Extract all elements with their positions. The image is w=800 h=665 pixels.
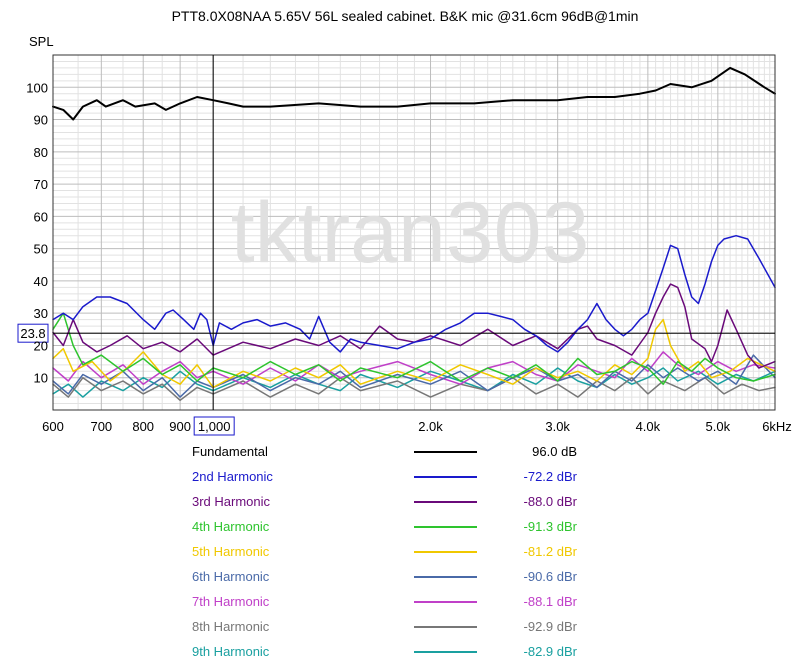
x-tick-label: 2.0k xyxy=(418,419,443,434)
y-tick-label: 30 xyxy=(34,306,48,321)
cursor-x-readout-box xyxy=(193,416,235,436)
x-tick-label: 5.0k xyxy=(706,419,731,434)
x-tick-label: 600 xyxy=(42,419,64,434)
x-tick-label: 6kHz xyxy=(762,419,792,434)
legend-value: -88.1 dBr xyxy=(524,594,578,609)
legend-value: -81.2 dBr xyxy=(524,544,578,559)
series-line-harmonic-5 xyxy=(52,318,776,389)
legend-value: -90.6 dBr xyxy=(524,569,578,584)
legend-label: Fundamental xyxy=(192,444,268,459)
y-tick-label: 40 xyxy=(34,274,48,289)
watermark: tktran303 xyxy=(231,185,590,281)
legend-label: 7th Harmonic xyxy=(192,594,270,609)
x-tick-label: 900 xyxy=(169,419,191,434)
chart-title: PTT8.0X08NAA 5.65V 56L sealed cabinet. B… xyxy=(172,8,639,24)
series-line-harmonic-2 xyxy=(52,234,776,353)
series-line-fundamental xyxy=(52,66,776,121)
legend-label: 2nd Harmonic xyxy=(192,469,273,484)
legend-value: -72.2 dBr xyxy=(524,469,578,484)
legend-label: 8th Harmonic xyxy=(192,619,270,634)
legend-label: 5th Harmonic xyxy=(192,544,270,559)
y-axis-label: SPL xyxy=(29,34,54,49)
series-line-harmonic-8 xyxy=(52,376,776,402)
y-tick-labels: 100 90 80 70 60 50 40 30 20 10 xyxy=(26,80,48,385)
y-tick-label: 60 xyxy=(34,209,48,224)
x-tick-label: 800 xyxy=(132,419,154,434)
legend: Fundamental 96.0 dB 2nd Harmonic -72.2 dBr 3… xyxy=(192,444,578,659)
cursor[interactable]: 23.8 1,000 xyxy=(17,55,775,436)
y-tick-label: 10 xyxy=(34,371,48,386)
legend-value: 96.0 dB xyxy=(532,444,577,459)
y-tick-label: 50 xyxy=(34,242,48,257)
legend-value: -92.9 dBr xyxy=(524,619,578,634)
series-line-harmonic-9 xyxy=(52,367,776,398)
x-tick-label: 700 xyxy=(90,419,112,434)
legend-value: -91.3 dBr xyxy=(524,519,578,534)
y-tick-label: 20 xyxy=(34,338,48,353)
plot-frame xyxy=(52,54,776,411)
cursor-x-readout: 1,000 xyxy=(198,419,231,434)
cursor-y-readout: 23.8 xyxy=(20,326,45,341)
y-tick-label: 90 xyxy=(34,113,48,128)
x-tick-label: 3.0k xyxy=(545,419,570,434)
legend-label: 9th Harmonic xyxy=(192,644,270,659)
legend-label: 3rd Harmonic xyxy=(192,494,271,509)
legend-label: 4th Harmonic xyxy=(192,519,270,534)
series-line-harmonic-3 xyxy=(52,283,776,369)
cursor-y-readout-box xyxy=(17,323,49,343)
legend-label: 6th Harmonic xyxy=(192,569,270,584)
y-tick-label: 70 xyxy=(34,177,48,192)
series-line-harmonic-7 xyxy=(52,351,776,385)
y-tick-label: 80 xyxy=(34,145,48,160)
x-tick-label: 4.0k xyxy=(636,419,661,434)
series-line-harmonic-4 xyxy=(52,312,776,385)
series-line-harmonic-6 xyxy=(52,354,776,398)
y-tick-label: 100 xyxy=(26,80,48,95)
x-tick-labels: 600 700 800 900 2.0k 3.0k 4.0k 5.0k 6kHz xyxy=(42,419,792,434)
legend-value: -82.9 dBr xyxy=(524,644,578,659)
series-layer xyxy=(52,66,776,402)
legend-value: -88.0 dBr xyxy=(524,494,578,509)
